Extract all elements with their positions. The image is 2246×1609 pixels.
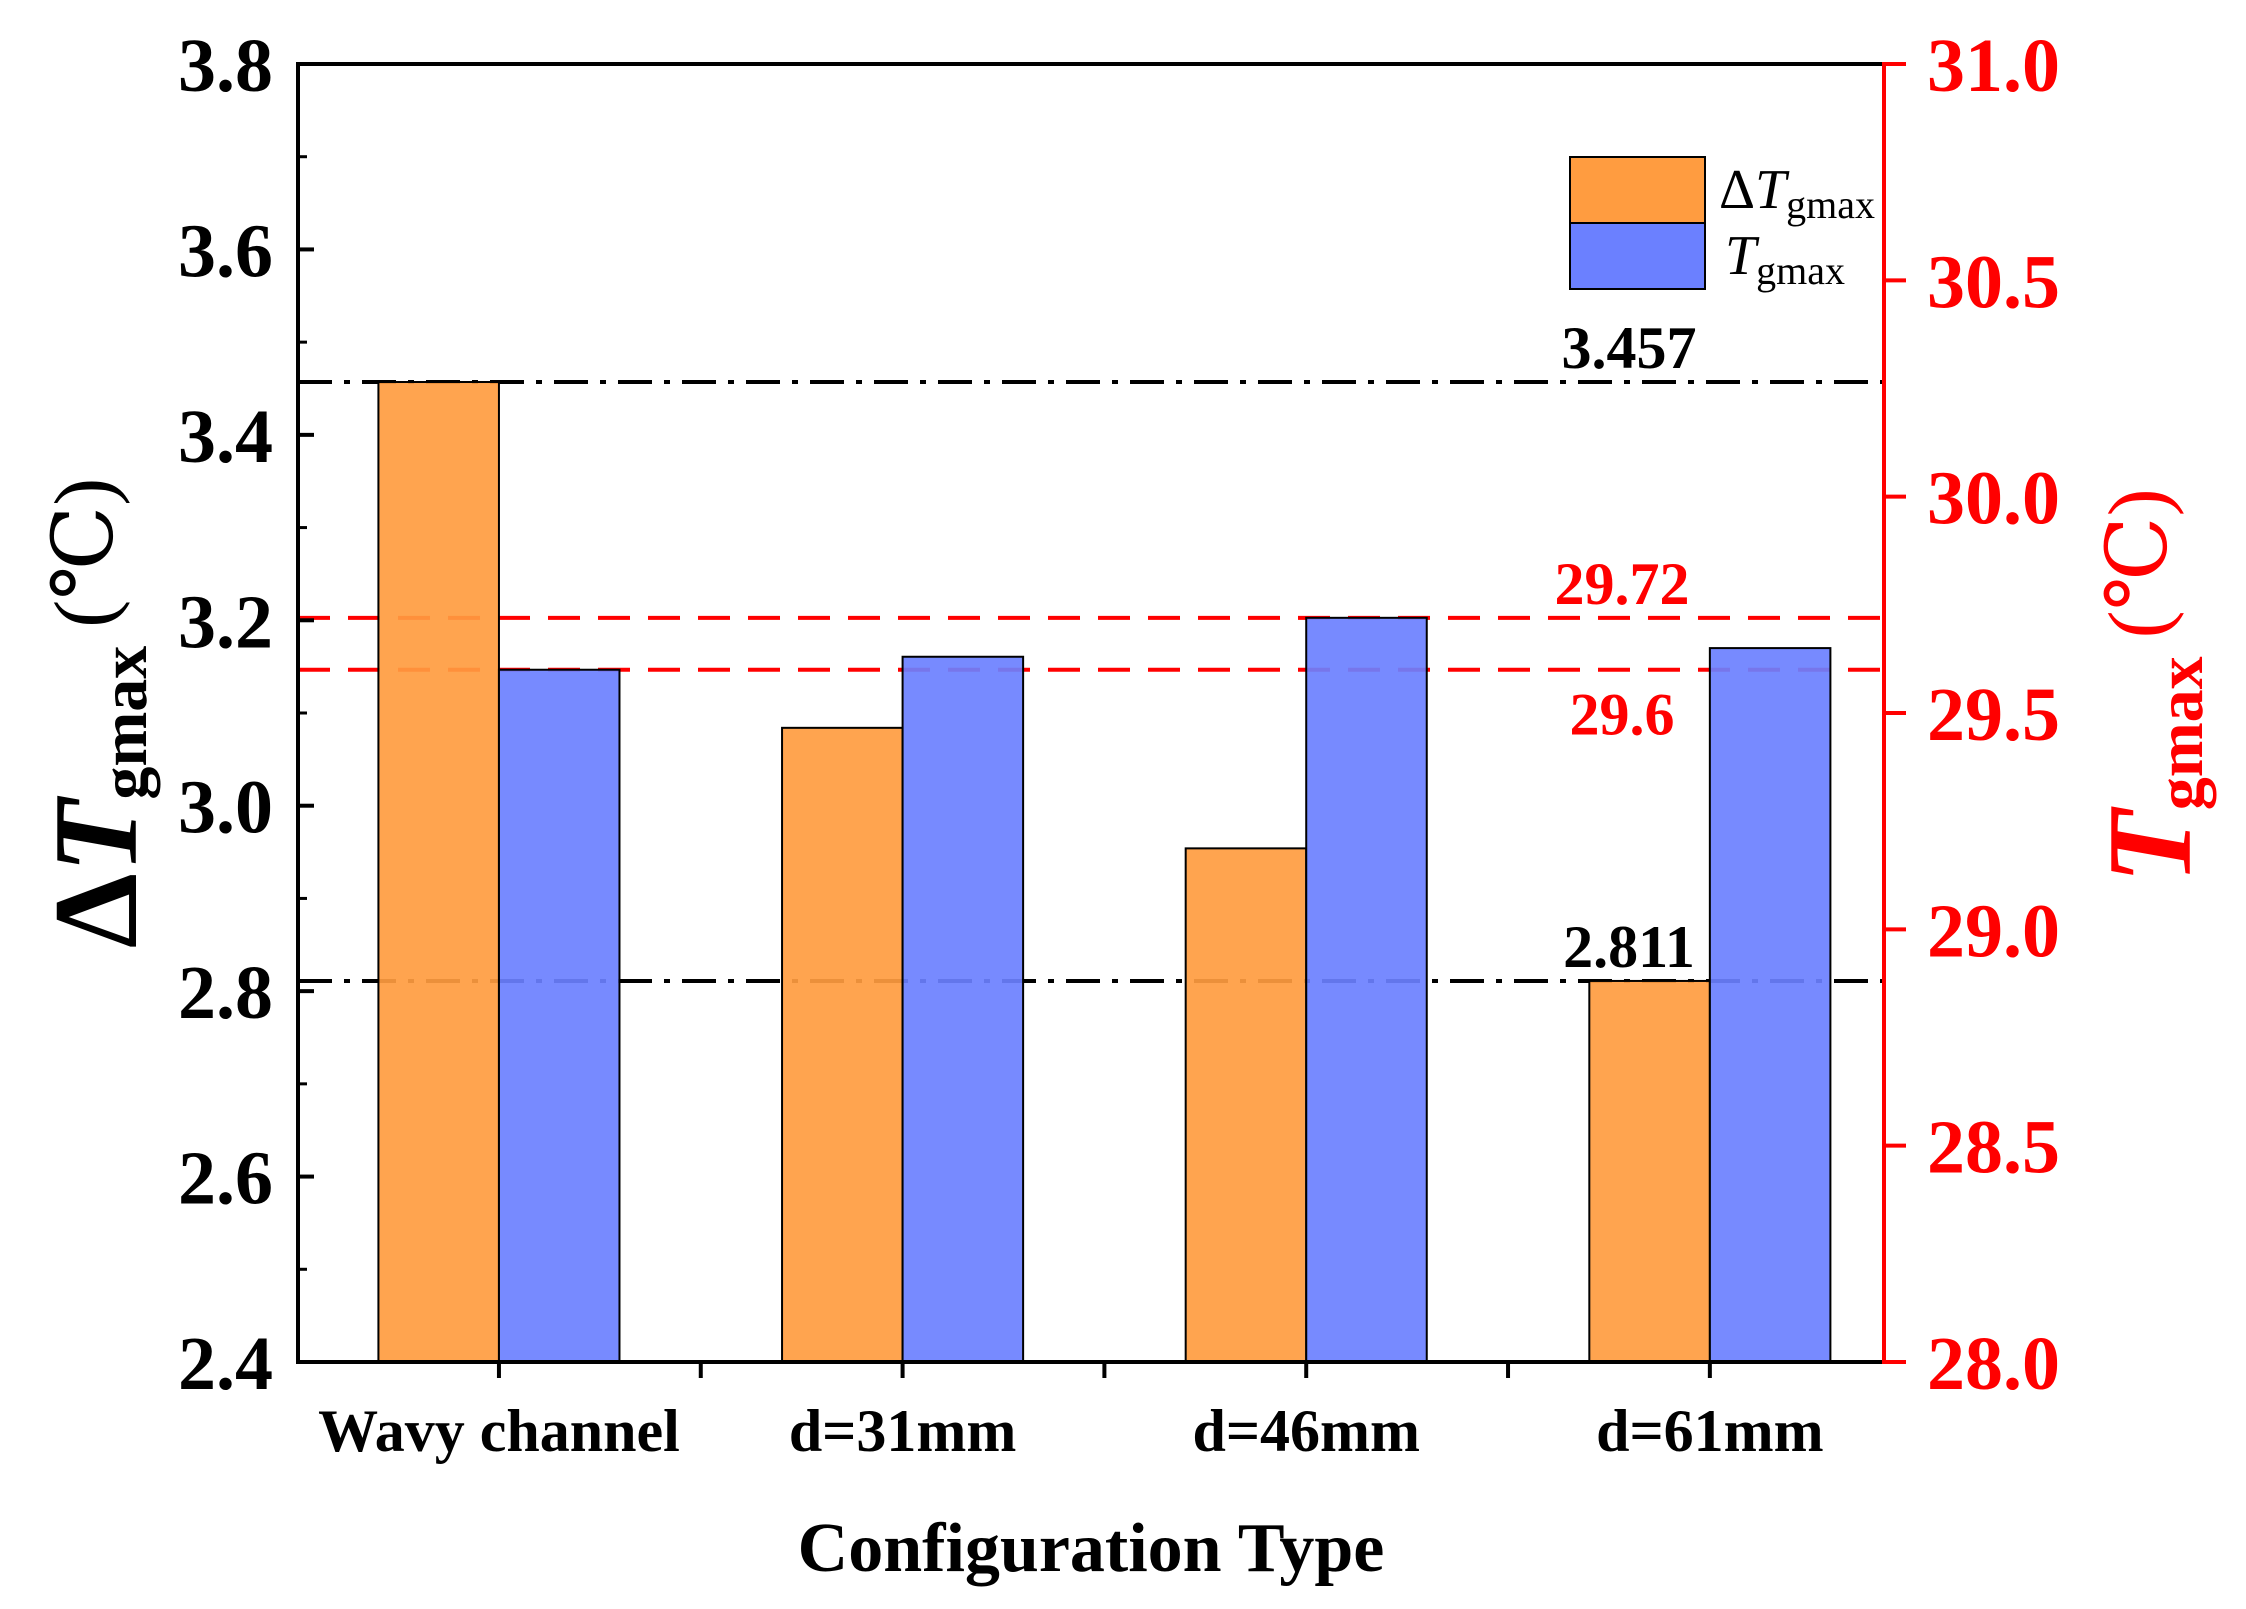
y2-tick-label-0: 28.0 [1927,1322,2060,1406]
y-tick-label-3: 3.0 [178,766,273,850]
y-axis-title: ΔTgmax (℃) [29,478,162,948]
legend-label-symbol-1: T [1725,225,1760,287]
y-axis-title-subscript: gmax [88,646,161,800]
ref-label-y-0: 3.457 [1562,315,1697,381]
y2-tick-label-4: 30.0 [1927,457,2060,541]
y2-tick-label-5: 30.5 [1927,240,2060,324]
y2-axis-title-unit: (℃) [2092,488,2185,638]
y-tick-label-1: 2.6 [178,1137,273,1221]
bar-tgmax-3 [1708,647,1832,1363]
x-tick-label-1: d=31mm [789,1398,1017,1464]
y-tick-label-5: 3.4 [178,395,273,479]
y-axis-title-prefix: Δ [29,873,162,948]
x-tick-label-0: Wavy channel [318,1398,680,1464]
y-axis-title-unit: (℃) [38,478,131,628]
y2-tick-label-3: 29.5 [1927,673,2060,757]
ref-label-y2-1: 29.6 [1570,682,1675,748]
ref-label-y2-0: 29.72 [1555,551,1690,617]
y2-tick-label-2: 29.0 [1927,889,2060,973]
x-axis-title: Configuration Type [798,1510,1385,1587]
bar-delta-tgmax-1 [781,726,904,1363]
y-tick-label-6: 3.6 [178,209,273,293]
legend-label-1: Tgmax [1725,225,1845,293]
y-tick-label-7: 3.8 [178,24,273,108]
bar-delta-tgmax-2 [1184,847,1308,1363]
bar-tgmax-2 [1305,616,1428,1363]
y-tick-label-0: 2.4 [178,1322,273,1406]
legend-swatch-1 [1569,222,1706,290]
y2-tick-label-1: 28.5 [1927,1106,2060,1190]
y-tick-label-2: 2.8 [178,951,273,1035]
y2-axis-title-symbol: T [2083,806,2216,884]
legend-swatch-0 [1569,156,1706,224]
legend-label-subscript-1: gmax [1756,248,1845,293]
bar-delta-tgmax-3 [1588,979,1711,1363]
legend-label-0: ΔTgmax [1719,159,1875,227]
axes [296,62,1906,1378]
y-axis-title-symbol: T [29,795,162,873]
y2-axis-title-subscript: gmax [2144,656,2217,810]
x-tick-label-3: d=61mm [1596,1398,1824,1464]
ref-label-y-1: 2.811 [1563,914,1695,980]
x-tick-label-2: d=46mm [1192,1398,1420,1464]
bar-tgmax-1 [901,655,1025,1363]
legend-label-prefix-0: Δ [1719,159,1755,221]
y2-tick-label-6: 31.0 [1927,24,2060,108]
legend-label-symbol-0: T [1755,159,1790,221]
bar-tgmax-0 [497,668,621,1363]
labels: 3.457 2.811 29.72 29.6 Wavy channel d=31mm d=4… [29,24,2217,1587]
bars [377,381,1832,1363]
y2-axis-title: Tgmax (℃) [2083,488,2217,883]
legend-label-subscript-0: gmax [1786,182,1875,227]
y-tick-label-4: 3.2 [178,580,273,664]
bar-delta-tgmax-0 [377,381,500,1363]
